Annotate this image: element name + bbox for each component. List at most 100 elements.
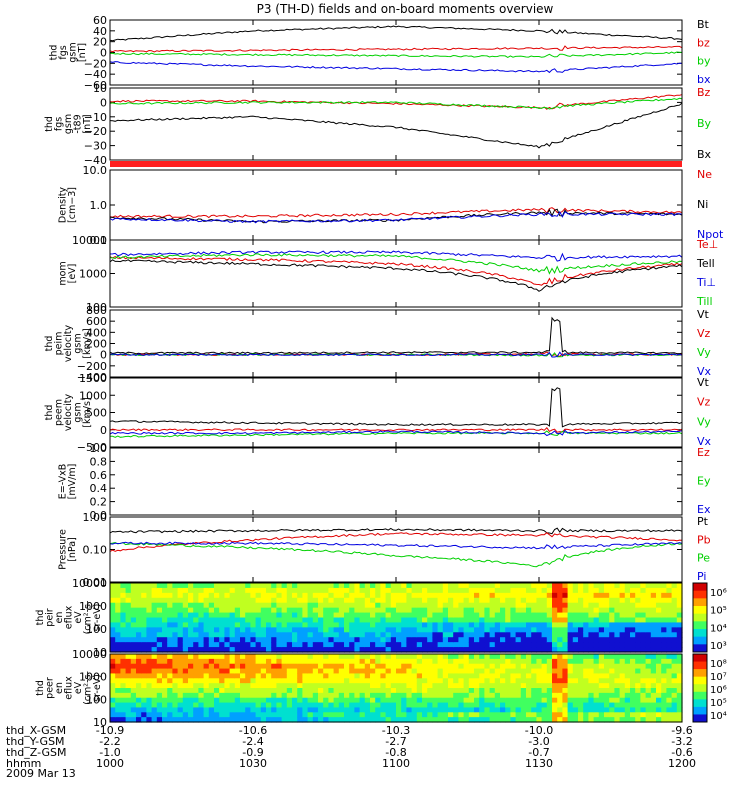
legend-Vz: Vz [697,327,711,340]
heat-cell [593,597,600,604]
heat-cell [411,637,418,643]
heat-cell [604,642,610,648]
heat-cell [266,647,272,653]
heat-cell [385,632,392,638]
heat-cell [333,692,340,699]
heat-cell [390,678,397,684]
heat-cell [208,617,215,624]
series-Vx [109,429,683,437]
heat-cell [203,622,210,628]
heat-cell [323,712,329,718]
heat-cell [442,627,449,633]
heat-cell [401,587,407,594]
heat-cell [349,658,355,665]
heat-cell [630,637,636,643]
heat-cell [250,642,257,648]
heat-cell [479,642,485,648]
heat-cell [630,597,636,604]
heat-cell [281,697,288,704]
heat-cell [156,647,163,653]
heat-cell [484,627,491,633]
heat-cell [260,647,267,653]
heat-cell [474,602,480,609]
heat-cell [562,622,569,628]
heat-cell [198,592,205,599]
heat-cell [245,697,251,704]
heat-cell [214,683,220,689]
heat-cell [115,617,121,624]
heat-cell [333,597,340,604]
heat-cell [162,697,168,704]
heat-cell [156,683,163,689]
heat-cell [656,707,662,713]
heat-cell [344,642,350,648]
heat-cell [208,627,215,633]
heat-cell [567,673,574,679]
heat-cell [536,692,543,699]
heat-cell [130,587,137,594]
heat-cell [531,663,537,670]
heat-cell [510,683,517,689]
heat-cell [375,642,381,648]
heat-cell [520,617,527,624]
heat-cell [474,647,480,653]
heat-cell [500,683,506,689]
heat-cell [396,617,402,624]
heat-cell [666,632,673,638]
y-tick-label: 10 [93,716,107,729]
heat-cell [219,587,225,594]
heat-cell [484,597,491,604]
heat-cell [411,697,418,704]
heat-cell [328,637,335,643]
heat-cell [302,637,309,643]
heat-cell [411,702,418,709]
colorbar-frame [692,582,708,653]
heat-cell [562,583,569,589]
heat-cell [292,587,298,594]
heat-cell [276,592,283,599]
heat-cell [297,617,303,624]
heat-cell [338,658,345,665]
heat-cell [385,583,392,589]
heat-cell [661,612,667,619]
heat-cell [531,678,537,684]
heat-cell [271,707,277,713]
heat-cell [453,673,459,679]
heat-cell [266,658,272,665]
heat-cell [671,683,678,689]
heat-cell [676,647,683,653]
heat-cell [307,642,314,648]
heat-cell [500,702,506,709]
heat-cell [318,632,324,638]
heat-cell [531,673,537,679]
heat-cell [437,617,444,624]
heat-cell [593,642,600,648]
heat-cell [422,654,428,660]
legend-by: by [697,55,711,68]
heat-cell [318,583,324,589]
heat-cell [385,688,392,694]
heat-cell [552,617,558,624]
heat-cell [333,697,340,704]
heat-cell [583,583,589,589]
heat-cell [146,658,153,665]
heat-cell [349,654,355,660]
heat-cell [536,688,543,694]
heat-cell [120,688,127,694]
heat-cell [609,658,615,665]
heat-cell [364,587,371,594]
heat-cell [302,597,309,604]
heat-cell [292,658,298,665]
heat-cell [151,622,158,628]
heat-cell [328,683,335,689]
heat-cell [552,627,558,633]
heat-cell [276,712,283,718]
heat-cell [219,642,225,648]
heat-cell [656,678,662,684]
heat-cell [567,702,574,709]
heat-cell [541,583,548,589]
heat-cell [614,712,621,718]
heat-cell [479,632,485,638]
heat-cell [266,617,272,624]
heat-cell [266,597,272,604]
